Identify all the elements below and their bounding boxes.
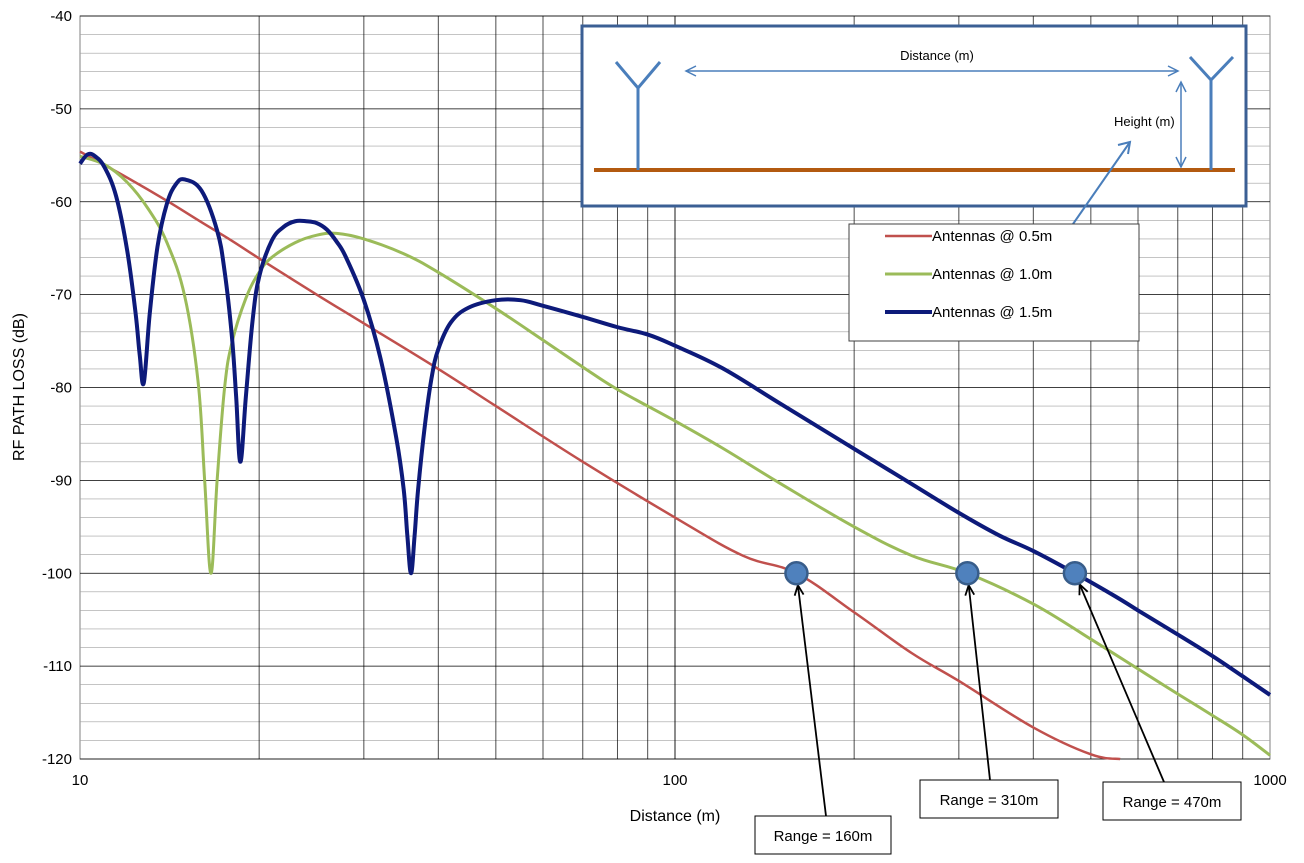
callout-box [754, 815, 892, 855]
x-tick-label: 10 [72, 772, 89, 789]
y-axis-title: RF PATH LOSS (dB) [11, 313, 28, 461]
callout-box [1102, 781, 1242, 821]
legend: Antennas @ 0.5m Antennas @ 1.0m Antennas @… [848, 223, 1140, 342]
y-tick-label: -90 [50, 472, 72, 489]
series-line-3 [78, 151, 1272, 697]
antenna-inset: Distance (m) Height (m) [580, 24, 1248, 225]
ticks: -120 -110 -100 -90 -80 -70 -60 -50 -40 10 100 1000 [42, 8, 1287, 789]
y-tick-label: -110 [43, 658, 72, 675]
y-tick-label: -80 [50, 380, 72, 397]
left-antenna-icon [614, 61, 662, 170]
series-layer [78, 150, 1272, 761]
series-line-2 [79, 154, 1271, 757]
legend-label: Antennas @ 1.0m [932, 266, 1052, 283]
legend-box [848, 223, 1140, 342]
y-tick-label: -70 [50, 287, 72, 304]
range-marker [955, 561, 980, 586]
inset-frame [580, 24, 1248, 208]
callout-arrow [1078, 583, 1165, 783]
range-callouts: Range = 160m Range = 310m Range = 470m [754, 561, 1242, 855]
y-tick-label: -40 [50, 8, 72, 25]
y-tick-label: -100 [42, 565, 72, 582]
series-line-1 [79, 150, 1121, 761]
callout-label: Range = 160m [774, 828, 873, 845]
inset-distance-label: Distance (m) [900, 48, 974, 63]
height-arrow-icon [1175, 80, 1187, 169]
range-marker [784, 561, 809, 586]
x-tick-label: 1000 [1253, 772, 1286, 789]
legend-label: Antennas @ 0.5m [932, 228, 1052, 245]
callout-arrow [967, 585, 991, 781]
x-tick-label: 100 [662, 772, 687, 789]
callout-arrow [797, 585, 827, 817]
distance-arrow-icon [684, 65, 1180, 77]
inset-height-label: Height (m) [1114, 114, 1175, 129]
range-marker [1062, 561, 1088, 586]
height-pointer-icon [1072, 140, 1132, 225]
y-tick-label: -60 [50, 194, 72, 211]
y-tick-label: -120 [42, 751, 72, 768]
right-antenna-icon [1188, 55, 1235, 170]
callout-box [919, 779, 1059, 819]
y-tick-label: -50 [50, 101, 72, 118]
legend-label: Antennas @ 1.5m [932, 304, 1052, 321]
callout-label: Range = 310m [940, 792, 1039, 809]
callout-label: Range = 470m [1123, 794, 1222, 811]
x-axis-title: Distance (m) [630, 808, 721, 825]
